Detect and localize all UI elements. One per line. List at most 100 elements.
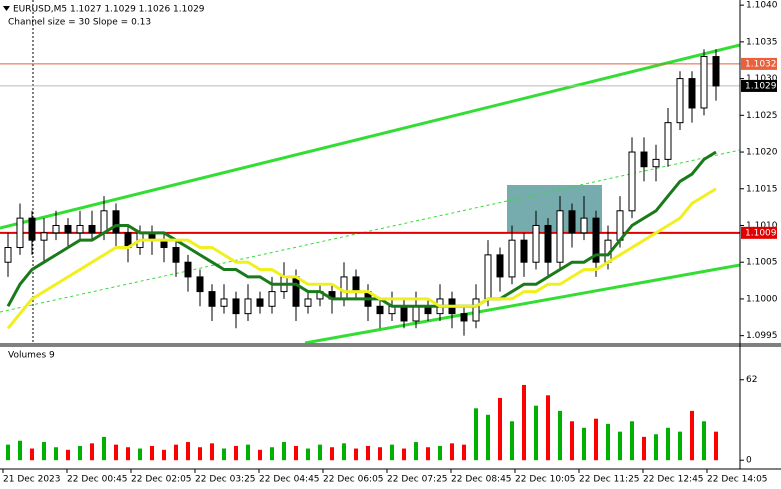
volume-bar bbox=[126, 447, 130, 461]
candle-body bbox=[172, 247, 180, 263]
y-tick-label: 1.1010 bbox=[746, 221, 778, 231]
candle-body bbox=[52, 224, 60, 234]
volume-bar bbox=[270, 447, 274, 461]
volume-panel bbox=[6, 384, 718, 461]
candle-body bbox=[76, 224, 84, 234]
volume-bar bbox=[306, 448, 310, 461]
x-tick-label: 22 Dec 07:25 bbox=[387, 475, 448, 485]
volume-bar bbox=[534, 405, 538, 461]
candle-body bbox=[40, 232, 48, 241]
candle-body bbox=[340, 276, 348, 300]
x-tick-label: 22 Dec 06:05 bbox=[323, 475, 384, 485]
candle-body bbox=[220, 298, 228, 307]
volume-bar bbox=[486, 414, 490, 461]
candle-body bbox=[664, 122, 672, 160]
volume-bar bbox=[558, 410, 562, 461]
channel-lower bbox=[304, 263, 740, 343]
candle-body bbox=[16, 217, 24, 249]
volume-bar bbox=[78, 445, 82, 461]
volume-bar bbox=[570, 421, 574, 461]
candle-body bbox=[580, 217, 588, 234]
candle-body bbox=[376, 305, 384, 315]
volume-bar bbox=[522, 384, 526, 461]
volume-bar bbox=[318, 444, 322, 461]
channel-upper bbox=[0, 43, 740, 230]
volume-bar bbox=[30, 448, 34, 461]
candle-body bbox=[484, 254, 492, 300]
y-tick-label: 1.1030 bbox=[746, 74, 778, 84]
volume-bar bbox=[498, 397, 502, 461]
volume-bar bbox=[246, 444, 250, 461]
candle-body bbox=[88, 224, 96, 234]
volume-bar bbox=[462, 444, 466, 461]
volume-bar bbox=[378, 447, 382, 461]
chart-subtitle: Channel size = 30 Slope = 0.13 bbox=[8, 18, 151, 28]
candle-body bbox=[496, 254, 504, 278]
volume-bar bbox=[342, 443, 346, 461]
y-tick-label: 1.1025 bbox=[746, 111, 778, 121]
volume-bar bbox=[606, 423, 610, 461]
volume-bar bbox=[54, 447, 58, 461]
candle-body bbox=[100, 210, 108, 234]
volume-bar bbox=[282, 442, 286, 461]
candle-body bbox=[112, 210, 120, 234]
price-level-box bbox=[741, 226, 777, 239]
volume-bar bbox=[690, 410, 694, 461]
volume-bar bbox=[630, 421, 634, 461]
price-level-label: 1.1029 bbox=[745, 81, 777, 91]
candle-body bbox=[676, 78, 684, 124]
volume-bar bbox=[330, 447, 334, 461]
x-tick-label: 22 Dec 08:45 bbox=[451, 475, 512, 485]
volume-bar bbox=[414, 442, 418, 461]
volume-bar bbox=[450, 443, 454, 461]
candle-body bbox=[208, 291, 216, 307]
x-tick-label: 22 Dec 03:25 bbox=[195, 475, 256, 485]
volume-bar bbox=[162, 449, 166, 461]
moving-average bbox=[6, 187, 717, 330]
candle-body bbox=[352, 276, 360, 293]
candle-body bbox=[292, 276, 300, 307]
volume-bar bbox=[366, 445, 370, 461]
volume-bar bbox=[150, 445, 154, 461]
y-tick-label: 62 bbox=[746, 375, 757, 385]
candle-body bbox=[472, 298, 480, 322]
candle-body bbox=[4, 247, 12, 263]
volume-bar bbox=[438, 445, 442, 461]
price-level-box bbox=[741, 79, 777, 92]
candle-body bbox=[568, 210, 576, 234]
highlight-zone bbox=[507, 185, 602, 232]
x-tick-label: 22 Dec 02:05 bbox=[131, 475, 192, 485]
y-tick-label: 1.1040 bbox=[746, 1, 778, 11]
volume-bar bbox=[198, 447, 202, 461]
volume-bar bbox=[474, 408, 478, 461]
y-tick-label: 1.1015 bbox=[746, 184, 778, 194]
candle-body bbox=[556, 210, 564, 263]
candle-body bbox=[64, 224, 72, 234]
candle-body bbox=[244, 298, 252, 315]
volume-bar bbox=[90, 443, 94, 461]
volume-bar bbox=[642, 436, 646, 461]
candle-body bbox=[544, 224, 552, 263]
volume-bar bbox=[582, 427, 586, 461]
volume-bar bbox=[102, 436, 106, 461]
y-tick-label: 1.1035 bbox=[746, 37, 778, 47]
x-tick-label: 22 Dec 12:45 bbox=[643, 475, 704, 485]
volume-title: Volumes 9 bbox=[8, 351, 55, 361]
candle-body bbox=[652, 158, 660, 168]
volume-bar bbox=[678, 431, 682, 461]
volume-bar bbox=[354, 448, 358, 461]
volume-bar bbox=[6, 444, 10, 461]
volume-bar bbox=[222, 448, 226, 461]
volume-bar bbox=[390, 444, 394, 461]
candle-body bbox=[688, 78, 696, 109]
candle-body bbox=[28, 217, 36, 241]
candle-body bbox=[592, 217, 600, 263]
volume-bar bbox=[186, 442, 190, 461]
y-tick-label: 1.1020 bbox=[746, 148, 778, 158]
price-level-label: 1.1032 bbox=[745, 59, 777, 69]
y-tick-label: 1.0995 bbox=[746, 331, 778, 341]
volume-bar bbox=[666, 427, 670, 461]
volume-bar bbox=[702, 421, 706, 461]
